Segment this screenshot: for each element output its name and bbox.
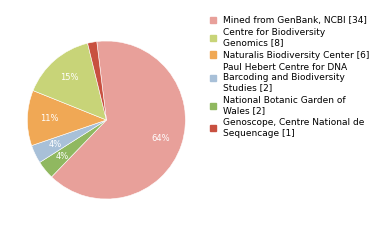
Text: 4%: 4% xyxy=(56,151,69,161)
Legend: Mined from GenBank, NCBI [34], Centre for Biodiversity
Genomics [8], Naturalis B: Mined from GenBank, NCBI [34], Centre fo… xyxy=(210,16,370,138)
Text: 4%: 4% xyxy=(49,140,62,149)
Wedge shape xyxy=(40,120,106,177)
Text: 15%: 15% xyxy=(60,72,78,82)
Wedge shape xyxy=(87,42,106,120)
Text: 64%: 64% xyxy=(151,133,170,143)
Text: 2%: 2% xyxy=(0,239,1,240)
Wedge shape xyxy=(32,120,106,162)
Wedge shape xyxy=(52,41,185,199)
Wedge shape xyxy=(33,43,106,120)
Text: 11%: 11% xyxy=(40,114,59,123)
Wedge shape xyxy=(27,90,106,146)
